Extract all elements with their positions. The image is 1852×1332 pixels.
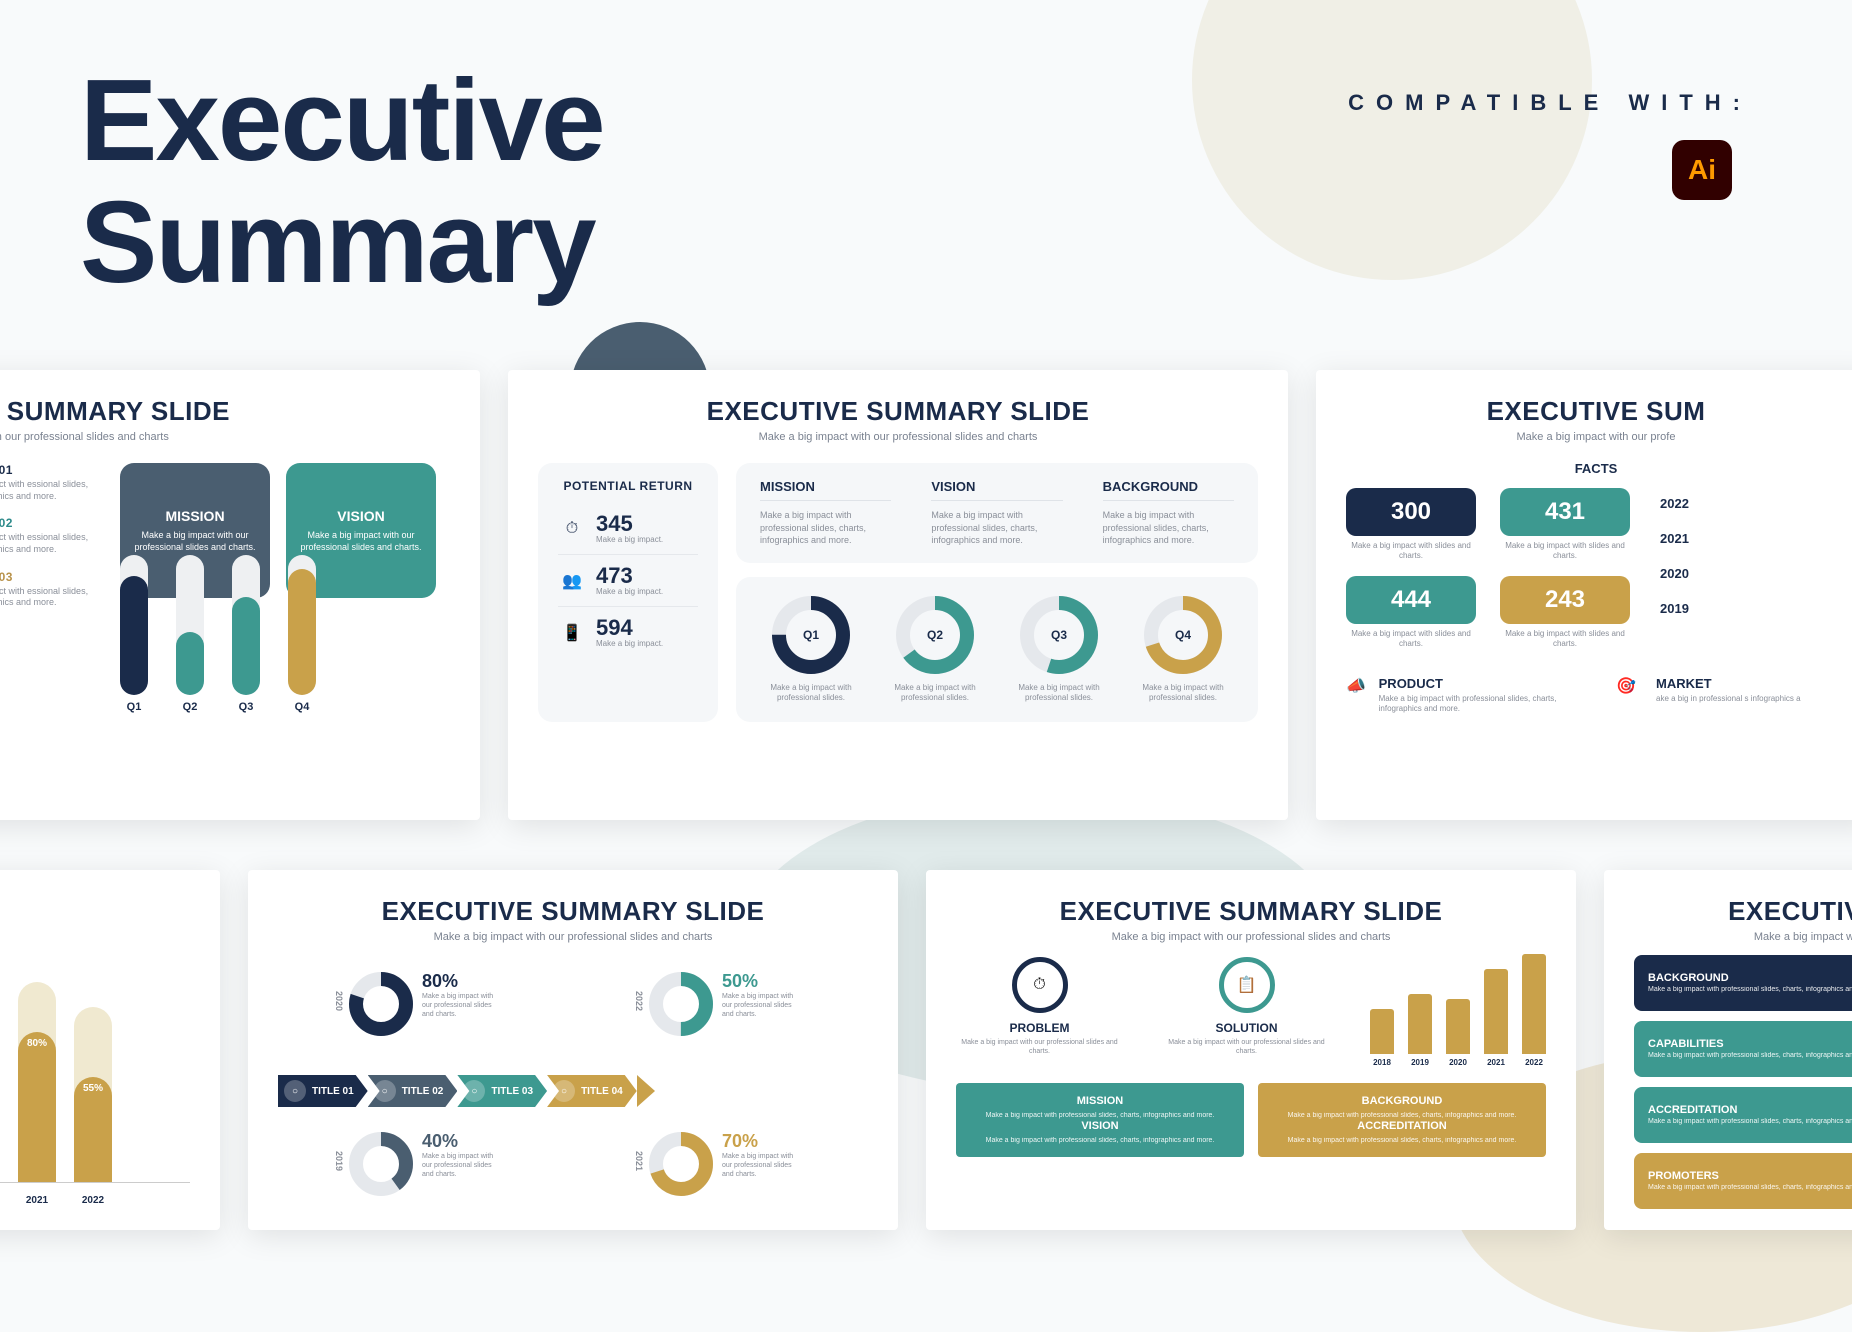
pill-item: ACCREDITATIONMake a big impact with prof…: [1634, 1087, 1852, 1143]
fact-item: 431 Make a big impact with slides and ch…: [1500, 488, 1630, 562]
year-label: 2020: [1660, 566, 1689, 581]
fact-item: 243 Make a big impact with slides and ch…: [1500, 576, 1630, 650]
slide-title: EXECUTIVE SUMMARY SLIDE: [538, 396, 1258, 427]
clipboard-icon: 📋: [1219, 957, 1275, 1013]
people-icon: 👥: [558, 567, 586, 595]
donut-item: Q4 Make a big impact with professional s…: [1128, 595, 1238, 704]
year-label: 2021: [1660, 531, 1689, 546]
svg-text:Q4: Q4: [1175, 628, 1191, 642]
company-item: MPANY 02 e a big impact with essional sl…: [0, 516, 100, 555]
chip-icon: ○: [374, 1080, 396, 1102]
slide-title: EXECUTIVE SUMMARY SLIDE: [278, 896, 868, 927]
metric-item: 📱 594Make a big impact.: [558, 607, 698, 658]
bar-item: Q2: [176, 555, 204, 713]
chip-icon: ○: [553, 1080, 575, 1102]
pill-item: CAPABILITIESMake a big impact with profe…: [1634, 1021, 1852, 1077]
bar-item: 80%: [18, 963, 56, 1182]
facts-heading: FACTS: [1346, 461, 1846, 476]
bar-item: Q4: [288, 555, 316, 713]
timeline-metric: 2019 40% Make a big impact with our prof…: [348, 1131, 498, 1197]
info-block: BACKGROUNDMake a big impact with profess…: [1258, 1083, 1546, 1157]
market-section: 🎯 MARKETake a big in professional s info…: [1616, 676, 1846, 715]
slide-thumbnail-3: EXECUTIVE SUM Make a big impact with our…: [1316, 370, 1852, 820]
donut-item: Q2 Make a big impact with professional s…: [880, 595, 990, 704]
year-label: 2022: [1660, 496, 1689, 511]
timeline-chip: ○TITLE 02: [368, 1075, 458, 1107]
bar-item: Q3: [232, 555, 260, 713]
slide-subtitle: Make a big impact w: [1634, 931, 1852, 943]
timeline-metric: 2020 80% Make a big impact with our prof…: [348, 971, 498, 1037]
timeline-metric: 2021 70% Make a big impact with our prof…: [648, 1131, 798, 1197]
potential-return-heading: POTENTIAL RETURN: [558, 479, 698, 493]
year-label: 2019: [1660, 601, 1689, 616]
year-label: 2021: [18, 1195, 56, 1206]
slide-subtitle: Make a big impact with our professional …: [956, 931, 1546, 943]
bar-item: 2018: [1370, 1009, 1394, 1067]
problem-item: ⏱ PROBLEM Make a big impact with our pro…: [956, 957, 1123, 1067]
bar-item: 2019: [1408, 994, 1432, 1067]
pill-item: BACKGROUNDMake a big impact with profess…: [1634, 955, 1852, 1011]
slide-subtitle: Make a big impact with our professional …: [538, 431, 1258, 443]
product-section: 📣 PRODUCTMake a big impact with professi…: [1346, 676, 1576, 715]
company-item: MPANY 01 e a big impact with essional sl…: [0, 463, 100, 502]
timeline-chip: ○TITLE 01: [278, 1075, 368, 1107]
bar-item: 2020: [1446, 999, 1470, 1067]
donut-item: Q3 Make a big impact with professional s…: [1004, 595, 1114, 704]
slide-title: UTIVE SUMMARY SLIDE: [0, 396, 450, 427]
metric-item: 👥 473Make a big impact.: [558, 555, 698, 607]
pill-item: PROMOTERSMake a big impact with professi…: [1634, 1153, 1852, 1209]
donut-item: Q1 Make a big impact with professional s…: [756, 595, 866, 704]
slide-thumbnail-5: EXECUTIVE SUMMARY SLIDE Make a big impac…: [248, 870, 898, 1230]
info-column: VISIONMake a big impact with professiona…: [931, 479, 1062, 547]
slide-thumbnail-4: RY SLIDE es and charts 60% 40% 80% 55% 8…: [0, 870, 220, 1230]
chip-icon: ○: [284, 1080, 306, 1102]
solution-item: 📋 SOLUTION Make a big impact with our pr…: [1163, 957, 1330, 1067]
megaphone-icon: 📣: [1346, 676, 1369, 706]
slide-title: EXECUTIVE: [1634, 896, 1852, 927]
metric-item: ⏱ 345Make a big impact.: [558, 503, 698, 555]
slide-thumbnail-2: EXECUTIVE SUMMARY SLIDE Make a big impac…: [508, 370, 1288, 820]
slide-subtitle: a big impact with our professional slide…: [0, 431, 450, 443]
slide-title: EXECUTIVE SUM: [1346, 396, 1846, 427]
slide-thumbnail-7: EXECUTIVE Make a big impact w BACKGROUND…: [1604, 870, 1852, 1230]
info-column: BACKGROUNDMake a big impact with profess…: [1103, 479, 1234, 547]
bar-item: 2021: [1484, 969, 1508, 1067]
info-block: MISSIONMake a big impact with profession…: [956, 1083, 1244, 1157]
clock-icon: ⏱: [1012, 957, 1068, 1013]
compatible-label: COMPATIBLE WITH:: [1348, 90, 1752, 116]
timeline-chip: ○TITLE 04: [547, 1075, 637, 1107]
slide-subtitle: Make a big impact with our professional …: [278, 931, 868, 943]
info-column: MISSIONMake a big impact with profession…: [760, 479, 891, 547]
svg-text:Q1: Q1: [803, 628, 819, 642]
clock-icon: ⏱: [558, 515, 586, 543]
bar-item: 55%: [74, 963, 112, 1182]
page-title: Executive Summary: [80, 60, 604, 304]
slide-subtitle: Make a big impact with our profe: [1346, 431, 1846, 443]
year-label: 2022: [74, 1195, 112, 1206]
target-icon: 🎯: [1616, 676, 1646, 706]
chip-icon: ○: [463, 1080, 485, 1102]
slide-thumbnail-1: UTIVE SUMMARY SLIDE a big impact with ou…: [0, 370, 480, 820]
slide-thumbnail-6: EXECUTIVE SUMMARY SLIDE Make a big impac…: [926, 870, 1576, 1230]
phone-icon: 📱: [558, 619, 586, 647]
bar-item: Q1: [120, 555, 148, 713]
svg-text:Q3: Q3: [1051, 628, 1067, 642]
illustrator-icon: Ai: [1672, 140, 1732, 200]
timeline-metric: 2022 50% Make a big impact with our prof…: [648, 971, 798, 1037]
slide-title: EXECUTIVE SUMMARY SLIDE: [956, 896, 1546, 927]
bar-item: 2022: [1522, 954, 1546, 1067]
slide-subtitle: es and charts: [0, 931, 190, 943]
slide-title: RY SLIDE: [0, 896, 190, 927]
fact-item: 300 Make a big impact with slides and ch…: [1346, 488, 1476, 562]
svg-text:Q2: Q2: [927, 628, 943, 642]
timeline-chip: ○TITLE 03: [457, 1075, 547, 1107]
company-item: MPANY 03 e a big impact with essional sl…: [0, 570, 100, 609]
fact-item: 444 Make a big impact with slides and ch…: [1346, 576, 1476, 650]
